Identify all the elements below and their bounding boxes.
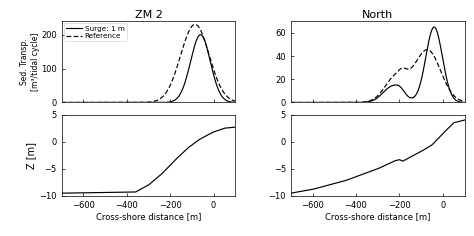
Legend: Surge: 1 m, Reference: Surge: 1 m, Reference — [64, 23, 127, 41]
X-axis label: Cross-shore distance [m]: Cross-shore distance [m] — [96, 213, 201, 222]
Reference — [228, 97, 233, 100]
Reference — [59, 101, 64, 104]
Title: North: North — [362, 10, 393, 21]
Reference — [232, 100, 238, 102]
Reference — [143, 101, 149, 104]
Surge: 1 m: (-700, 2.39e-42): 1 m: (-700, 2.39e-42) — [59, 101, 64, 104]
Surge: 1 m: (-311, 3.51e-05): 1 m: (-311, 3.51e-05) — [143, 101, 149, 104]
Surge: 1 m: (-70.1, 195): 1 m: (-70.1, 195) — [195, 35, 201, 38]
Y-axis label: Sed. Transp.
[m³/tidal cycle]: Sed. Transp. [m³/tidal cycle] — [20, 33, 40, 91]
Line: Surge: 1 m: Surge: 1 m — [62, 35, 235, 102]
X-axis label: Cross-shore distance [m]: Cross-shore distance [m] — [325, 213, 430, 222]
Surge: 1 m: (76.8, 1.97): 1 m: (76.8, 1.97) — [228, 100, 233, 103]
Y-axis label: Z [m]: Z [m] — [27, 142, 36, 169]
Reference — [228, 98, 233, 101]
Surge: 1 m: (-60.1, 200): 1 m: (-60.1, 200) — [198, 33, 203, 36]
Reference — [138, 101, 144, 104]
Reference — [68, 101, 73, 104]
Surge: 1 m: (-659, 6.35e-37): 1 m: (-659, 6.35e-37) — [68, 101, 73, 104]
Surge: 1 m: (77.2, 1.92): 1 m: (77.2, 1.92) — [228, 100, 233, 103]
Surge: 1 m: (100, 0.36): 1 m: (100, 0.36) — [232, 101, 238, 104]
Line: Reference: Reference — [62, 24, 235, 102]
Reference — [192, 23, 198, 26]
Reference — [196, 25, 201, 28]
Surge: 1 m: (-332, 2.26e-06): 1 m: (-332, 2.26e-06) — [138, 101, 144, 104]
Title: ZM 2: ZM 2 — [135, 10, 163, 21]
